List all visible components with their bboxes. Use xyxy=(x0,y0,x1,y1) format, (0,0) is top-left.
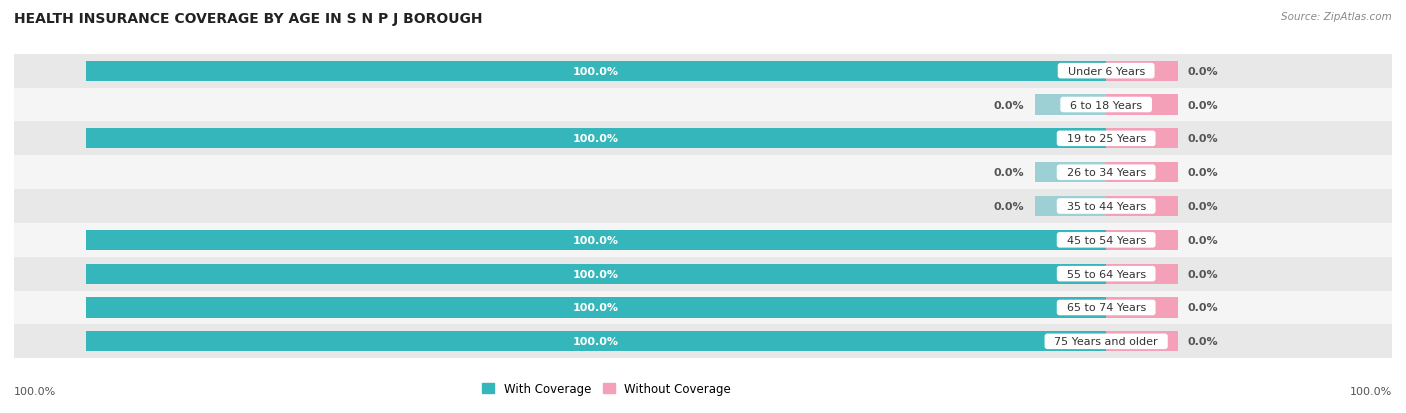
Text: 0.0%: 0.0% xyxy=(994,202,1025,211)
Bar xyxy=(1107,264,1178,284)
Text: 0.0%: 0.0% xyxy=(994,100,1025,110)
Text: Source: ZipAtlas.com: Source: ZipAtlas.com xyxy=(1281,12,1392,22)
Text: 100.0%: 100.0% xyxy=(572,134,619,144)
Text: 100.0%: 100.0% xyxy=(14,387,56,396)
Text: 0.0%: 0.0% xyxy=(1188,269,1219,279)
Text: 100.0%: 100.0% xyxy=(572,66,619,76)
Bar xyxy=(1035,163,1107,183)
Bar xyxy=(1107,163,1178,183)
Bar xyxy=(1107,95,1178,115)
Bar xyxy=(14,122,1392,156)
Bar xyxy=(14,223,1392,257)
Text: 100.0%: 100.0% xyxy=(572,269,619,279)
Text: 26 to 34 Years: 26 to 34 Years xyxy=(1060,168,1153,178)
Text: 55 to 64 Years: 55 to 64 Years xyxy=(1060,269,1153,279)
Text: 45 to 54 Years: 45 to 54 Years xyxy=(1060,235,1153,245)
Bar xyxy=(14,291,1392,325)
Text: 0.0%: 0.0% xyxy=(1188,100,1219,110)
Text: 65 to 74 Years: 65 to 74 Years xyxy=(1060,303,1153,313)
Bar xyxy=(86,129,1107,149)
Bar xyxy=(14,88,1392,122)
Bar xyxy=(14,257,1392,291)
Bar xyxy=(86,298,1107,318)
Text: 75 Years and older: 75 Years and older xyxy=(1047,337,1166,347)
Bar xyxy=(86,62,1107,82)
Bar xyxy=(86,230,1107,250)
Text: 100.0%: 100.0% xyxy=(1350,387,1392,396)
Text: 0.0%: 0.0% xyxy=(1188,202,1219,211)
Text: 0.0%: 0.0% xyxy=(1188,337,1219,347)
Bar xyxy=(1035,95,1107,115)
Text: 0.0%: 0.0% xyxy=(994,168,1025,178)
Bar xyxy=(14,55,1392,88)
Text: HEALTH INSURANCE COVERAGE BY AGE IN S N P J BOROUGH: HEALTH INSURANCE COVERAGE BY AGE IN S N … xyxy=(14,12,482,26)
Text: 0.0%: 0.0% xyxy=(1188,134,1219,144)
Bar xyxy=(1107,298,1178,318)
Bar xyxy=(1107,196,1178,217)
Text: 6 to 18 Years: 6 to 18 Years xyxy=(1063,100,1149,110)
Bar xyxy=(86,264,1107,284)
Text: 100.0%: 100.0% xyxy=(572,337,619,347)
Text: 0.0%: 0.0% xyxy=(1188,66,1219,76)
Bar xyxy=(1035,196,1107,217)
Bar xyxy=(1107,331,1178,351)
Bar xyxy=(14,325,1392,358)
Bar xyxy=(14,190,1392,223)
Text: 0.0%: 0.0% xyxy=(1188,168,1219,178)
Text: 100.0%: 100.0% xyxy=(572,235,619,245)
Bar xyxy=(14,156,1392,190)
Bar xyxy=(86,331,1107,351)
Legend: With Coverage, Without Coverage: With Coverage, Without Coverage xyxy=(482,382,731,395)
Bar xyxy=(1107,62,1178,82)
Bar xyxy=(1107,129,1178,149)
Text: 19 to 25 Years: 19 to 25 Years xyxy=(1060,134,1153,144)
Text: 0.0%: 0.0% xyxy=(1188,303,1219,313)
Text: 100.0%: 100.0% xyxy=(572,303,619,313)
Text: 35 to 44 Years: 35 to 44 Years xyxy=(1060,202,1153,211)
Text: Under 6 Years: Under 6 Years xyxy=(1060,66,1152,76)
Text: 0.0%: 0.0% xyxy=(1188,235,1219,245)
Bar xyxy=(1107,230,1178,250)
